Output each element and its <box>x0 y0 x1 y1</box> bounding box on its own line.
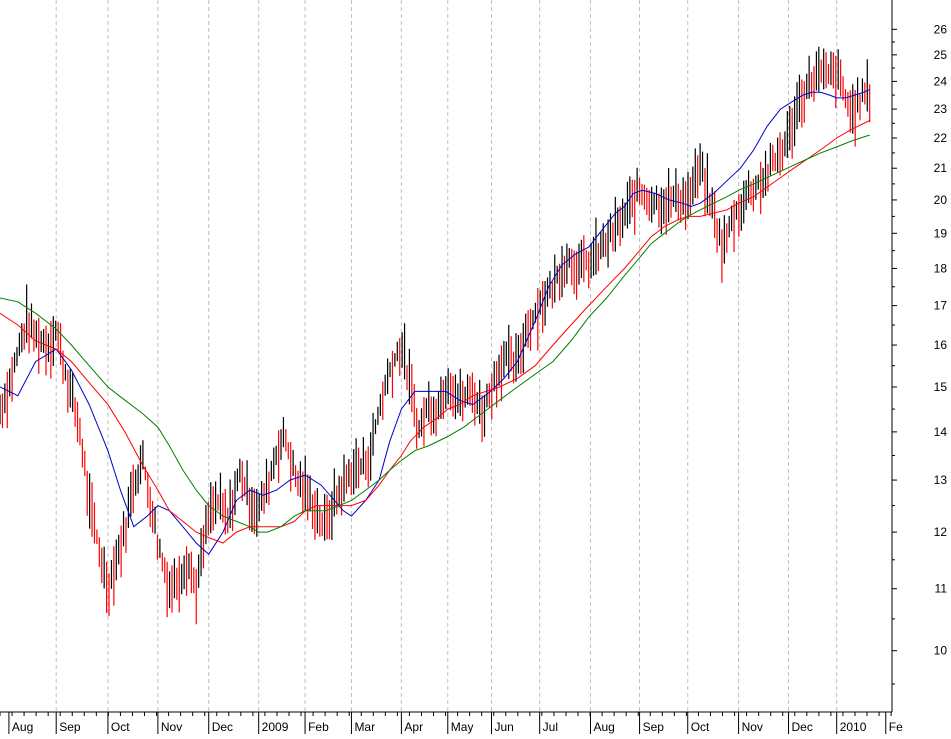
y-tick-label: 13 <box>934 473 948 487</box>
x-tick-label: Jun <box>494 720 513 734</box>
y-tick-label: 19 <box>934 226 948 240</box>
y-tick-label: 21 <box>934 161 948 175</box>
x-tick-label: Aug <box>12 720 33 734</box>
x-tick-label: 2009 <box>262 720 289 734</box>
y-tick-label: 17 <box>934 299 948 313</box>
moving-average-short-line <box>0 89 870 555</box>
moving-average-mid-line <box>0 120 870 544</box>
y-tick-label: 24 <box>934 74 948 88</box>
x-tick-label: Fe <box>889 720 903 734</box>
y-tick-label: 14 <box>934 425 948 439</box>
y-tick-label: 26 <box>934 22 948 36</box>
x-tick-label: 2010 <box>840 720 867 734</box>
x-tick-label: May <box>451 720 474 734</box>
y-tick-label: 12 <box>934 525 948 539</box>
x-tick-label: Sep <box>59 720 81 734</box>
x-tick-label: Dec <box>212 720 233 734</box>
x-tick-label: Dec <box>792 720 813 734</box>
x-tick-label: Oct <box>111 720 130 734</box>
x-tick-label: Mar <box>354 720 375 734</box>
x-tick-label: Aug <box>594 720 615 734</box>
x-tick-label: Jul <box>543 720 558 734</box>
y-tick-label: 16 <box>934 338 948 352</box>
moving-average-long-line <box>0 134 870 533</box>
y-tick-label: 15 <box>934 380 948 394</box>
x-tick-label: Sep <box>643 720 665 734</box>
y-tick-label: 11 <box>935 582 948 596</box>
x-tick-label: Oct <box>691 720 710 734</box>
y-tick-label: 10 <box>934 644 948 658</box>
x-tick-label: Apr <box>404 720 423 734</box>
y-tick-label: 20 <box>934 193 948 207</box>
x-tick-label: Feb <box>308 720 329 734</box>
x-tick-label: Nov <box>742 720 763 734</box>
x-tick-label: Nov <box>161 720 182 734</box>
y-tick-label: 25 <box>934 48 948 62</box>
y-tick-label: 23 <box>934 102 948 116</box>
y-tick-label: 22 <box>934 131 948 145</box>
y-tick-label: 18 <box>934 261 948 275</box>
plot-area <box>0 0 892 712</box>
